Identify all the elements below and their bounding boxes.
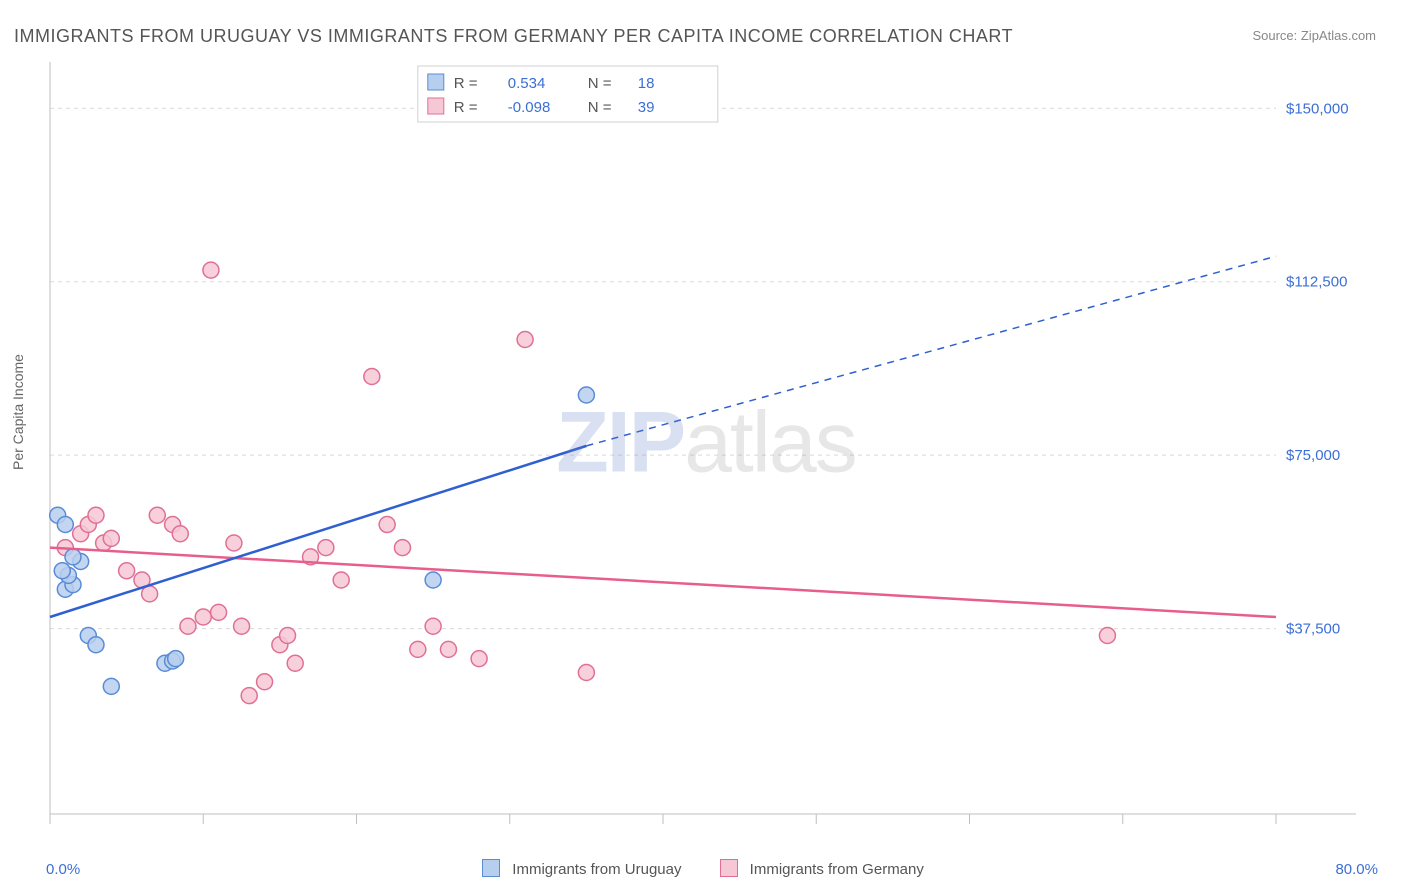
bottom-legend: Immigrants from Uruguay Immigrants from … (0, 859, 1406, 878)
svg-text:R =: R = (454, 99, 478, 116)
legend-item-uruguay: Immigrants from Uruguay (482, 859, 681, 878)
legend-label-germany: Immigrants from Germany (750, 861, 924, 878)
plot-area: $37,500 $75,000 $112,500 $150,000 R = 0.534 N … (46, 58, 1366, 828)
svg-text:39: 39 (638, 99, 655, 116)
source-label: Source: ZipAtlas.com (1252, 28, 1376, 43)
chart-title: IMMIGRANTS FROM URUGUAY VS IMMIGRANTS FR… (14, 26, 1013, 47)
svg-text:$37,500: $37,500 (1286, 621, 1340, 638)
svg-text:$150,000: $150,000 (1286, 100, 1349, 117)
svg-text:0.534: 0.534 (508, 75, 546, 92)
svg-text:R =: R = (454, 75, 478, 92)
svg-text:18: 18 (638, 75, 655, 92)
chart-svg: $37,500 $75,000 $112,500 $150,000 R = 0.534 N … (46, 58, 1366, 828)
legend-swatch-germany (720, 859, 738, 877)
svg-text:-0.098: -0.098 (508, 99, 551, 116)
svg-text:N =: N = (588, 75, 612, 92)
svg-text:$75,000: $75,000 (1286, 447, 1340, 464)
y-axis-label: Per Capita Income (10, 354, 26, 470)
legend-label-uruguay: Immigrants from Uruguay (512, 861, 681, 878)
svg-text:N =: N = (588, 99, 612, 116)
svg-text:$112,500: $112,500 (1286, 274, 1347, 291)
legend-swatch-uruguay (482, 859, 500, 877)
legend-item-germany: Immigrants from Germany (720, 859, 924, 878)
chart-frame: IMMIGRANTS FROM URUGUAY VS IMMIGRANTS FR… (0, 0, 1406, 892)
